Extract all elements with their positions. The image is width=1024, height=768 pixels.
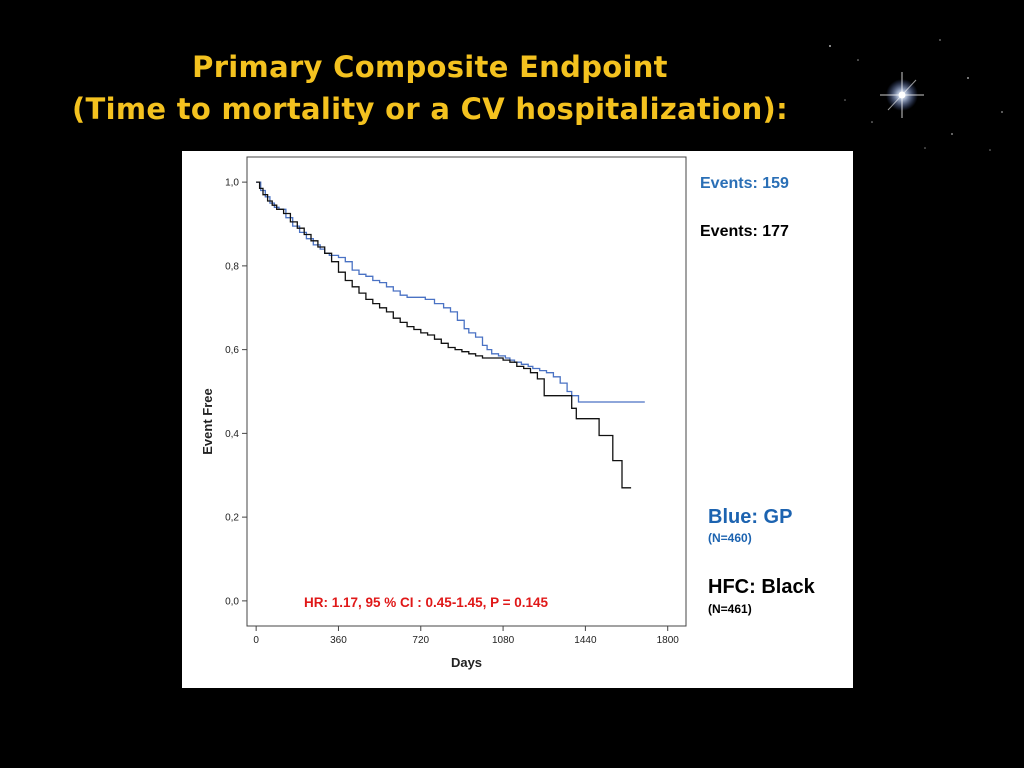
legend-hfc-label: HFC: Black — [708, 576, 815, 598]
events-hfc-label: Events: 177 — [700, 223, 789, 240]
y-axis-label: Event Free — [200, 388, 215, 454]
chart-panel: 0,0 0,2 0,4 0,6 0,8 1,0 0 360 720 1080 1440 1800 Day… — [182, 151, 853, 688]
x-tick-label: 360 — [330, 635, 347, 646]
x-tick-label: 720 — [412, 635, 429, 646]
events-gp-label: Events: 159 — [700, 175, 789, 192]
y-tick-label: 1,0 — [225, 178, 239, 189]
plot-frame — [246, 156, 687, 627]
x-axis-label: Days — [451, 655, 482, 670]
y-tick-label: 0,4 — [225, 429, 239, 440]
stats-annotation: HR: 1.17, 95 % CI : 0.45-1.45, P = 0.145 — [304, 595, 549, 610]
series-line-gp — [256, 181, 645, 403]
y-tick-label: 0,6 — [225, 345, 239, 356]
y-tick-label: 0,0 — [225, 596, 239, 607]
x-tick-label: 1440 — [574, 635, 597, 646]
slide-title-line2: (Time to mortality or a CV hospitalizati… — [72, 92, 788, 126]
legend-gp-count: (N=460) — [708, 531, 752, 545]
kaplan-meier-chart: 0,0 0,2 0,4 0,6 0,8 1,0 0 360 720 1080 1440 1800 Day… — [200, 156, 687, 670]
legend-hfc-count: (N=461) — [708, 602, 752, 616]
slide-title-line1: Primary Composite Endpoint — [192, 50, 668, 84]
series-line-hfc — [256, 181, 632, 489]
bright-star-icon — [880, 72, 924, 118]
y-tick-label: 0,8 — [225, 261, 239, 272]
x-tick-label: 1080 — [492, 635, 515, 646]
legend-gp-label: Blue: GP — [708, 506, 793, 528]
y-tick-label: 0,2 — [225, 513, 239, 524]
x-tick-label: 0 — [253, 635, 259, 646]
x-tick-label: 1800 — [657, 635, 680, 646]
